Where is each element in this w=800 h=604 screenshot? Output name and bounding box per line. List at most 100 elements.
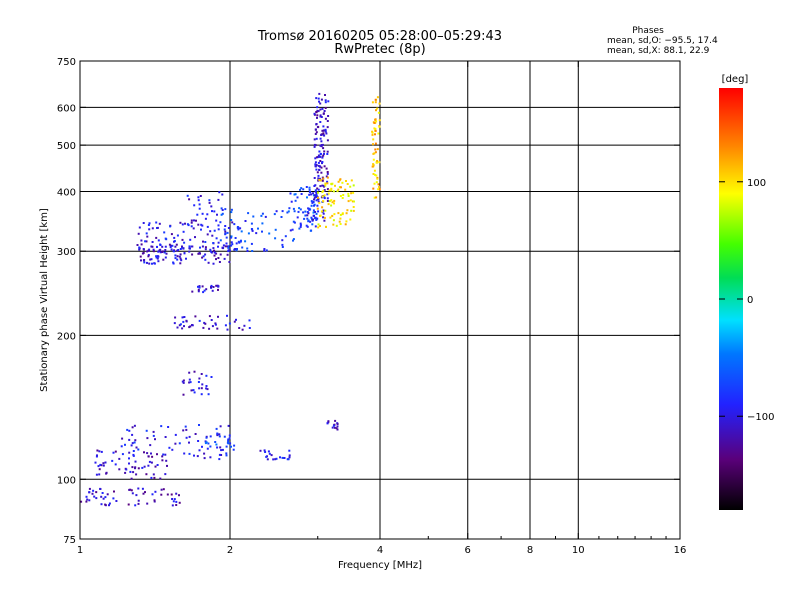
data-point [292, 238, 295, 241]
data-point [197, 290, 200, 293]
data-point [212, 286, 215, 288]
data-point [147, 464, 150, 467]
data-point [319, 115, 322, 118]
data-point [317, 164, 320, 167]
data-point [220, 449, 223, 452]
y-tick-label: 100 [57, 475, 76, 486]
data-point [146, 452, 149, 455]
data-point [319, 155, 321, 158]
data-point [305, 186, 308, 188]
data-point [288, 456, 291, 459]
data-point [126, 428, 129, 431]
data-point [158, 250, 161, 252]
data-point [138, 246, 141, 249]
data-point [160, 493, 163, 496]
data-point [112, 497, 115, 500]
data-point [174, 433, 177, 436]
data-point [112, 451, 115, 454]
data-point [213, 254, 216, 257]
data-point [321, 161, 324, 163]
data-point [190, 219, 193, 222]
data-point [205, 436, 208, 439]
data-point [162, 453, 165, 456]
data-point [171, 448, 174, 451]
data-point [214, 322, 217, 325]
data-point [322, 185, 325, 188]
data-point [201, 285, 204, 288]
data-point [121, 453, 124, 456]
data-point [133, 424, 136, 427]
data-point [310, 216, 313, 219]
data-point [339, 213, 342, 216]
data-point [134, 439, 137, 442]
data-point [288, 207, 291, 210]
data-point [335, 224, 338, 227]
data-point [152, 248, 155, 251]
data-point [188, 441, 190, 444]
chart-subtitle: RwPretec (8p) [334, 42, 425, 57]
data-point [142, 492, 145, 495]
data-point [308, 193, 311, 196]
data-point [143, 465, 146, 468]
data-point [212, 247, 215, 250]
data-point [302, 211, 305, 214]
data-point [170, 493, 173, 496]
data-point [227, 424, 230, 427]
data-point [244, 220, 247, 222]
data-point [133, 441, 136, 444]
data-point [341, 197, 344, 199]
data-point [374, 101, 377, 104]
data-point [146, 235, 149, 238]
data-point [255, 232, 258, 235]
data-point [209, 456, 212, 459]
data-point [131, 466, 134, 469]
data-point [349, 185, 352, 188]
data-point [181, 223, 184, 226]
data-point [292, 220, 295, 223]
data-point [128, 488, 131, 491]
data-point [197, 381, 200, 383]
data-point [164, 245, 167, 248]
data-point [310, 204, 313, 207]
data-point [191, 253, 194, 256]
data-point [313, 194, 316, 197]
data-point [317, 174, 320, 177]
data-point [196, 213, 199, 216]
data-point [154, 465, 157, 468]
data-point [204, 217, 207, 220]
data-point [214, 441, 217, 443]
data-point [311, 223, 314, 226]
data-point [197, 440, 200, 442]
data-point [155, 256, 158, 259]
data-point [151, 241, 154, 243]
data-point [200, 223, 203, 226]
data-point [157, 255, 160, 258]
data-point [95, 491, 98, 494]
data-point [182, 230, 185, 233]
data-point [100, 495, 103, 498]
data-point [231, 221, 234, 224]
data-point [146, 250, 149, 253]
data-point [250, 228, 253, 230]
data-point [319, 185, 322, 188]
data-point [179, 323, 182, 326]
data-point [318, 92, 321, 95]
data-point [151, 493, 154, 496]
data-point [317, 188, 320, 191]
data-point [298, 227, 301, 230]
data-point [374, 148, 377, 151]
data-point [309, 229, 312, 232]
data-point [203, 289, 206, 292]
data-point [200, 393, 203, 396]
data-point [287, 458, 290, 461]
data-point [150, 258, 153, 261]
data-point [146, 261, 148, 264]
data-point [188, 371, 191, 374]
data-point [200, 228, 202, 231]
data-point [374, 173, 377, 176]
data-point [174, 316, 177, 319]
data-point [314, 190, 317, 193]
data-point [325, 175, 328, 178]
data-point [210, 284, 213, 287]
data-point [315, 97, 318, 100]
